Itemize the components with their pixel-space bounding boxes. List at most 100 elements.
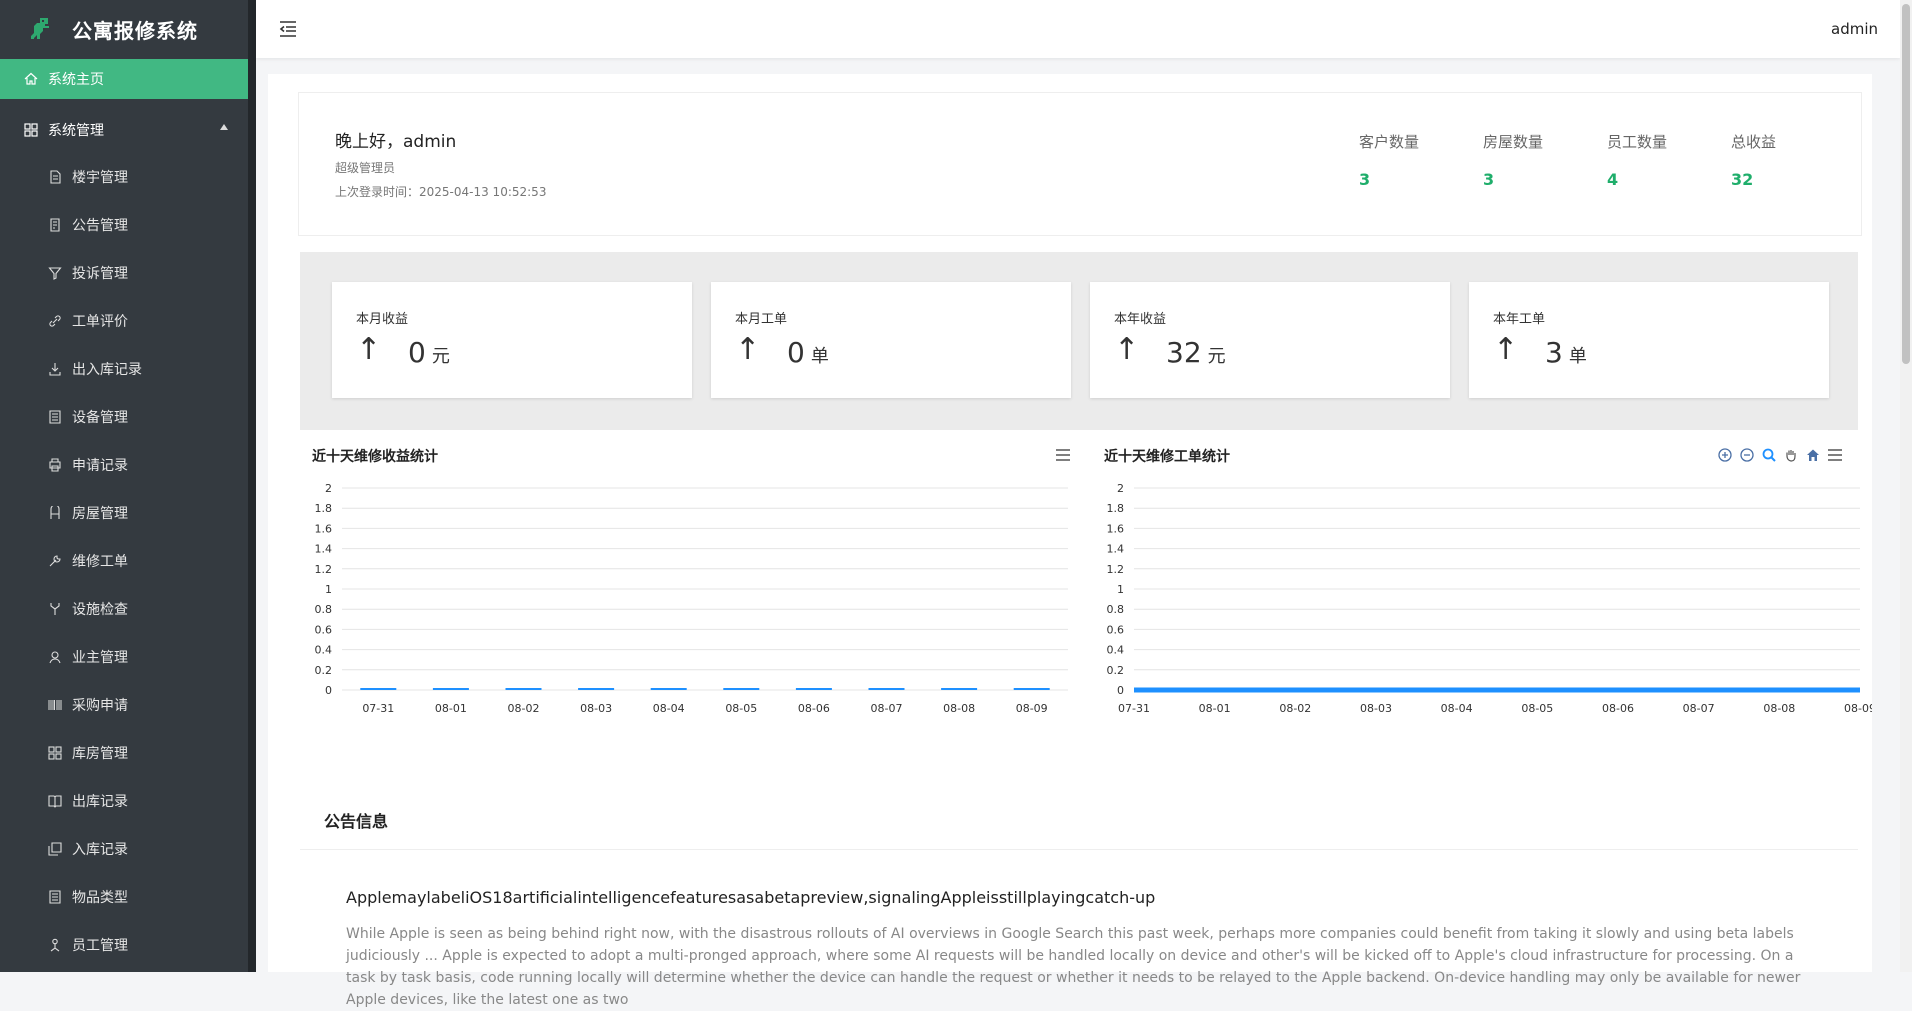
card-title: 本月工单 xyxy=(735,312,788,327)
pan-hand-icon[interactable] xyxy=(1782,446,1800,464)
reset-home-icon[interactable] xyxy=(1804,446,1822,464)
bar[interactable] xyxy=(578,688,615,690)
bar[interactable] xyxy=(505,688,542,690)
sidebar-item-9[interactable]: 设施检查 xyxy=(0,585,256,633)
card-title: 本月收益 xyxy=(356,312,409,327)
brand: 公寓报修系统 xyxy=(0,0,256,58)
sidebar-item-label: 系统主页 xyxy=(48,72,104,88)
wrench-icon xyxy=(48,554,62,568)
chevron-up-icon xyxy=(220,124,228,130)
stat-value: 4 xyxy=(1607,170,1619,189)
sidebar-item-7[interactable]: 房屋管理 xyxy=(0,489,256,537)
sidebar-item-10[interactable]: 业主管理 xyxy=(0,633,256,681)
apps-icon xyxy=(24,123,38,137)
y-tick-label: 0.8 xyxy=(1107,603,1125,616)
sidebar-item-2[interactable]: 投诉管理 xyxy=(0,249,256,297)
page-scrollbar[interactable] xyxy=(1900,0,1912,972)
zoom-selection-icon[interactable] xyxy=(1760,446,1778,464)
x-tick-label: 08-08 xyxy=(943,702,975,715)
sidebar-item-12[interactable]: 库房管理 xyxy=(0,729,256,777)
app-title: 公寓报修系统 xyxy=(72,18,198,43)
sidebar-submenu: 楼宇管理公告管理投诉管理工单评价出入库记录设备管理申请记录房屋管理维修工单设施检… xyxy=(0,153,256,969)
sidebar-item-label: 维修工单 xyxy=(72,554,128,570)
x-tick-label: 08-09 xyxy=(1844,702,1872,715)
sidebar-item-8[interactable]: 维修工单 xyxy=(0,537,256,585)
stat-value: 32 xyxy=(1731,170,1754,189)
stat-value: 3 xyxy=(1359,170,1371,189)
sidebar-item-label: 出库记录 xyxy=(72,794,128,810)
x-tick-label: 08-02 xyxy=(508,702,540,715)
sidebar-item-label: 公告管理 xyxy=(72,218,128,234)
sidebar: 公寓报修系统 系统主页 系统管理 楼宇管理公告管理投诉管理工单评价出入库记录设备… xyxy=(0,0,256,972)
x-tick-label: 08-03 xyxy=(1360,702,1392,715)
bar[interactable] xyxy=(650,688,687,690)
section-title: 公告信息 xyxy=(300,794,1858,850)
bar[interactable] xyxy=(360,688,397,690)
card-value: 32 元 xyxy=(1166,336,1226,369)
stat-label: 房屋数量 xyxy=(1483,133,1544,151)
list-icon xyxy=(48,410,62,424)
y-tick-label: 0.6 xyxy=(1107,623,1125,636)
scrollbar-thumb[interactable] xyxy=(1902,4,1910,364)
y-tick-label: 1.4 xyxy=(315,543,333,556)
chart-menu-icon[interactable] xyxy=(1054,446,1072,464)
list-icon xyxy=(48,890,62,904)
sidebar-scrollbar[interactable] xyxy=(248,0,256,972)
article-title[interactable]: ApplemaylabeliOS18artificialintelligence… xyxy=(346,888,1156,907)
sidebar-item-13[interactable]: 出库记录 xyxy=(0,777,256,825)
x-tick-label: 08-04 xyxy=(653,702,685,715)
sidebar-item-4[interactable]: 出入库记录 xyxy=(0,345,256,393)
sidebar-item-label: 设备管理 xyxy=(72,410,128,426)
sidebar-item-1[interactable]: 公告管理 xyxy=(0,201,256,249)
arrow-up-icon: ↑ xyxy=(356,332,382,367)
chart-title: 近十天维修工单统计 xyxy=(1104,449,1230,465)
sidebar-item-3[interactable]: 工单评价 xyxy=(0,297,256,345)
bar[interactable] xyxy=(868,688,905,690)
x-tick-label: 08-07 xyxy=(1683,702,1715,715)
stat-label: 员工数量 xyxy=(1607,133,1668,151)
stat-value: 3 xyxy=(1483,170,1495,189)
bar[interactable] xyxy=(432,688,469,690)
printer-icon xyxy=(48,458,62,472)
sidebar-item-6[interactable]: 申请记录 xyxy=(0,441,256,489)
y-tick-label: 0.4 xyxy=(1107,644,1125,657)
zoom-in-icon[interactable] xyxy=(1716,446,1734,464)
sidebar-item-16[interactable]: 员工管理 xyxy=(0,921,256,969)
sidebar-item-home[interactable]: 系统主页 xyxy=(0,59,248,99)
menu-fold-icon[interactable] xyxy=(278,20,298,38)
chart-menu-icon[interactable] xyxy=(1826,446,1844,464)
zoom-out-icon[interactable] xyxy=(1738,446,1756,464)
staff-icon xyxy=(48,938,62,952)
sidebar-item-label: 申请记录 xyxy=(72,458,128,474)
sidebar-item-0[interactable]: 楼宇管理 xyxy=(0,153,256,201)
sidebar-item-11[interactable]: 采购申请 xyxy=(0,681,256,729)
orders-area-chart: 0 0.2 0.4 0.6 0.8 1 1.2 1.4 1.6 1.8 2 07-31 08-01 08-… xyxy=(1107,482,1873,715)
y-tick-label: 1.2 xyxy=(1107,563,1125,576)
sidebar-group-system[interactable]: 系统管理 xyxy=(0,107,248,153)
sidebar-item-label: 业主管理 xyxy=(72,650,128,666)
sidebar-item-15[interactable]: 物品类型 xyxy=(0,873,256,921)
barcode-icon xyxy=(48,698,62,712)
sidebar-item-label: 工单评价 xyxy=(72,314,128,330)
y-tick-label: 0.2 xyxy=(1107,664,1125,677)
fork-icon xyxy=(48,602,62,616)
sidebar-item-label: 入库记录 xyxy=(72,842,128,858)
bar[interactable] xyxy=(795,688,832,690)
chart-title: 近十天维修收益统计 xyxy=(312,449,438,465)
sidebar-item-5[interactable]: 设备管理 xyxy=(0,393,256,441)
user-menu[interactable]: admin xyxy=(1831,20,1878,38)
x-tick-label: 08-05 xyxy=(1521,702,1553,715)
greeting: 晚上好，admin xyxy=(335,132,457,152)
bar[interactable] xyxy=(1013,688,1050,690)
y-tick-label: 1.8 xyxy=(315,502,333,515)
y-tick-label: 1.8 xyxy=(1107,502,1125,515)
sidebar-item-label: 出入库记录 xyxy=(72,362,142,378)
user-role: 超级管理员 xyxy=(335,161,396,175)
sidebar-item-14[interactable]: 入库记录 xyxy=(0,825,256,873)
x-tick-label: 08-07 xyxy=(871,702,903,715)
bar[interactable] xyxy=(723,688,760,690)
sidebar-item-label: 投诉管理 xyxy=(72,266,128,282)
bar[interactable] xyxy=(941,688,978,690)
last-login-time: 上次登录时间：2025-04-13 10:52:53 xyxy=(335,185,547,199)
